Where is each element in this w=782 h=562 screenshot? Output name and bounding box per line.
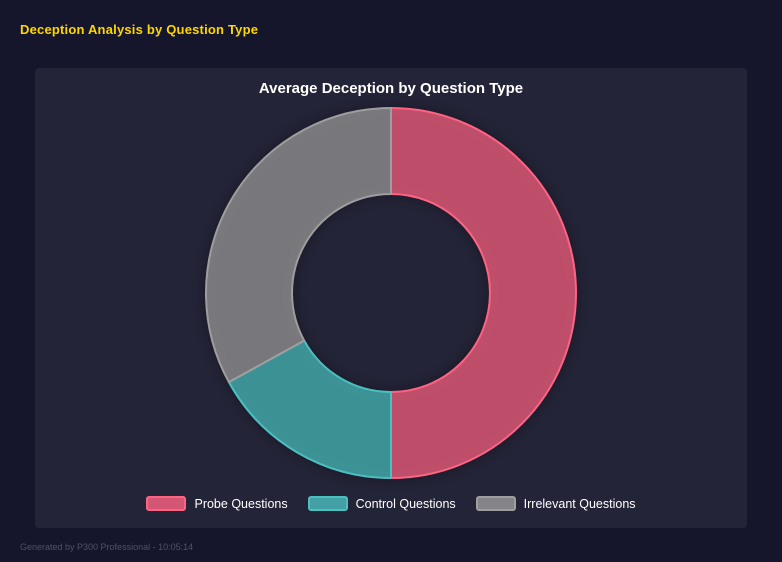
legend-swatch-irrelevant <box>475 496 516 511</box>
legend-swatch-probe <box>146 496 187 511</box>
donut-slice-1[interactable] <box>390 107 577 479</box>
legend-label-irrelevant: Irrelevant Questions <box>523 496 636 511</box>
footer-text: Generated by P300 Professional - 10:05:1… <box>20 542 194 552</box>
legend-label-probe: Probe Questions <box>194 496 288 511</box>
donut-slice-3[interactable] <box>205 107 392 384</box>
donut-chart <box>205 107 577 479</box>
chart-legend: Probe Questions Control Questions Irrele… <box>35 496 747 511</box>
donut-slice-2[interactable] <box>227 339 392 479</box>
chart-panel: Average Deception by Question Type Probe… <box>35 68 747 528</box>
chart-title: Average Deception by Question Type <box>258 80 524 97</box>
page-title: Deception Analysis by Question Type <box>20 22 259 37</box>
legend-swatch-control <box>307 496 348 511</box>
legend-item-control[interactable]: Control Questions <box>307 496 456 511</box>
legend-label-control: Control Questions <box>355 496 456 511</box>
legend-item-irrelevant[interactable]: Irrelevant Questions <box>475 496 636 511</box>
legend-item-probe[interactable]: Probe Questions <box>146 496 288 511</box>
